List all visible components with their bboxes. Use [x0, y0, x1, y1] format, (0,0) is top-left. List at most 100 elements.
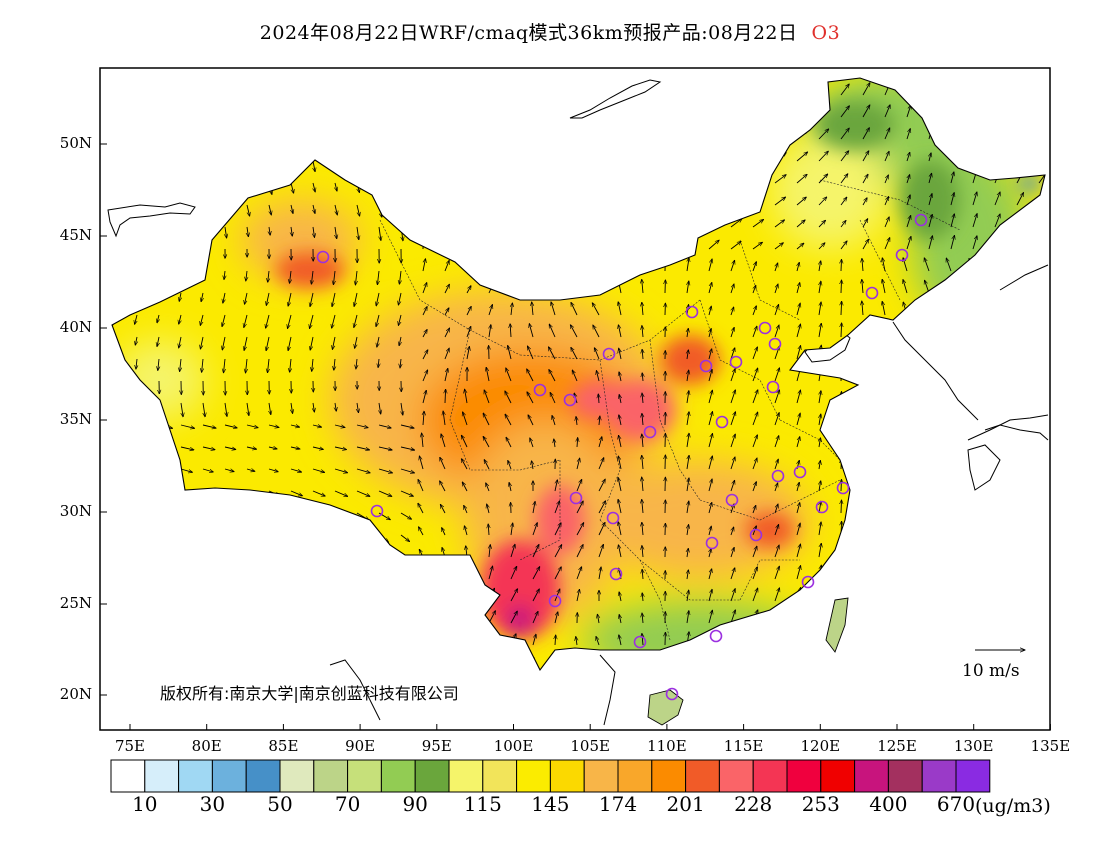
wind-arrow [528, 415, 534, 426]
colorbar-swatch [718, 759, 754, 793]
wind-arrow [312, 447, 323, 449]
wind-arrow [708, 479, 712, 492]
wind-arrow [730, 589, 735, 602]
wind-arrow [335, 204, 337, 215]
colorbar-swatch [313, 759, 349, 793]
wind-arrow [461, 459, 468, 470]
wind-arrow [687, 525, 689, 536]
wind-arrow [288, 336, 292, 351]
wind-arrow [708, 456, 712, 470]
wind-arrow [444, 328, 450, 338]
wind-arrow [354, 292, 358, 306]
wind-arrow [818, 197, 827, 206]
wind-arrow [619, 635, 621, 646]
lon-label: 115E [723, 737, 764, 755]
wind-arrow [796, 152, 808, 162]
wind-arrow [819, 261, 821, 272]
wind-arrow [882, 301, 886, 316]
wind-arrow [355, 336, 357, 348]
wind-arrow [269, 402, 271, 415]
wind-arrow [312, 468, 325, 472]
wind-arrow [730, 434, 735, 448]
colorbar-label: 115 [463, 792, 502, 816]
lon-label: 85E [268, 737, 299, 755]
wind-arrow [687, 433, 689, 448]
wind-arrow [774, 459, 778, 470]
city-station-marker [699, 359, 713, 373]
colorbar-units: (ug/m3) [975, 795, 1051, 817]
wind-arrow [687, 281, 689, 294]
wind-arrow [642, 279, 643, 294]
wind-arrow [401, 402, 403, 415]
wind-arrow [400, 490, 413, 496]
wind-arrow [774, 545, 779, 558]
wind-arrow [246, 447, 257, 449]
wind-arrow [862, 279, 863, 294]
wind-arrow [222, 336, 226, 350]
wind-arrow [554, 589, 560, 602]
colorbar-swatch [414, 759, 450, 793]
wind-arrow [400, 358, 401, 368]
wind-arrow [356, 446, 370, 450]
wind-arrow [752, 262, 756, 272]
wind-arrow [158, 358, 159, 370]
city-station-marker [643, 425, 657, 439]
wind-arrow [572, 370, 578, 382]
wind-arrow [598, 458, 604, 470]
wind-arrow [774, 588, 780, 602]
wind-arrow [310, 292, 314, 307]
colorbar-swatch [617, 759, 653, 793]
wind-arrow [269, 226, 270, 235]
wind-arrow [642, 455, 643, 470]
wind-arrow [356, 424, 368, 428]
wind-arrow [335, 226, 337, 239]
wind-arrow [532, 545, 539, 558]
wind-arrow [422, 330, 427, 338]
wind-arrow [441, 434, 446, 448]
wind-arrow [379, 402, 381, 414]
wind-arrow [506, 368, 512, 382]
wind-arrow [862, 83, 870, 96]
wind-arrow [708, 569, 712, 580]
wind-arrow [884, 128, 890, 140]
wind-arrow [400, 468, 414, 473]
wind-arrow [687, 328, 688, 338]
wind-arrow [461, 435, 468, 448]
wind-arrow [618, 456, 622, 470]
wind-arrow [709, 549, 711, 558]
wind-arrow [841, 479, 842, 492]
wind-arrow [356, 358, 357, 369]
colorbar-swatch [854, 759, 889, 793]
wind-arrow [950, 172, 954, 184]
lon-label: 80E [191, 737, 222, 755]
city-station-marker [370, 504, 384, 518]
lon-label: 120E [800, 737, 841, 755]
wind-arrow [290, 425, 300, 427]
wind-arrow [312, 490, 325, 496]
wind-arrow [796, 220, 805, 228]
wind-arrow [332, 336, 336, 349]
wind-arrow [180, 468, 192, 472]
wind-arrow [752, 368, 758, 382]
wind-arrow [377, 336, 379, 347]
wind-arrow [376, 314, 380, 327]
wind-arrow [510, 566, 517, 580]
lat-label: 40N [59, 318, 92, 336]
wind-arrow [444, 260, 449, 272]
wind-arrow [687, 350, 688, 360]
wind-arrow [1016, 193, 1024, 206]
wind-arrow [642, 522, 643, 536]
wind-arrow [906, 216, 911, 228]
map-title: 2024年08月22日WRF/cmaq模式36km预报产品:08月22日 O3 [0, 18, 1100, 45]
wind-arrow [882, 279, 886, 294]
wind-arrow [730, 610, 735, 624]
wind-arrow [555, 480, 557, 492]
wind-arrow [599, 567, 601, 580]
wind-arrow [884, 238, 890, 250]
colorbar-swatch [482, 759, 518, 793]
wind-arrow [994, 214, 1000, 228]
wind-arrow [708, 503, 712, 514]
wind-arrow [596, 371, 600, 382]
wind-arrow [731, 527, 734, 536]
city-station-marker [766, 380, 780, 394]
